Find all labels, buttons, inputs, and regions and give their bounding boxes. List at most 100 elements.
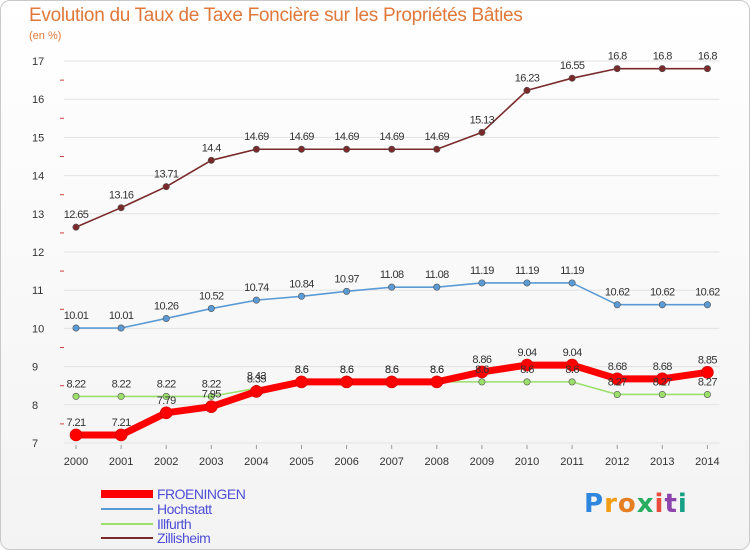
logo-letter: i: [654, 489, 665, 519]
logo-letter: i: [677, 489, 688, 519]
data-point-hochstatt: [433, 283, 441, 291]
data-label-illfurth: 8.43: [247, 370, 266, 382]
data-label-illfurth: 8.6: [520, 364, 534, 376]
data-label-froeningen: 8.6: [385, 364, 399, 376]
data-label-froeningen: 7.79: [157, 395, 176, 407]
data-point-illfurth: [658, 390, 666, 398]
data-label-zillisheim: 16.8: [608, 51, 627, 63]
data-point-zillisheim: [297, 145, 305, 153]
legend-item-froeningen: FROENINGEN: [101, 486, 246, 502]
data-point-hochstatt: [478, 279, 486, 287]
data-point-hochstatt: [568, 279, 576, 287]
x-tick-label: 2002: [154, 456, 178, 468]
data-point-froeningen: [340, 375, 353, 389]
data-point-zillisheim: [72, 223, 80, 231]
data-label-illfurth: 8.22: [66, 378, 85, 390]
data-point-froeningen: [114, 428, 128, 442]
y-tick-label: 7: [32, 438, 38, 450]
data-point-froeningen: [610, 372, 624, 386]
data-label-illfurth: 8.6: [475, 364, 489, 376]
data-label-illfurth: 8.27: [698, 376, 717, 388]
data-label-zillisheim: 14.69: [289, 131, 314, 143]
data-point-illfurth: [162, 392, 170, 400]
data-label-illfurth: 8.22: [157, 378, 176, 390]
data-point-zillisheim: [478, 128, 486, 136]
data-label-froeningen: 8.6: [295, 364, 309, 376]
x-tick-label: 2014: [695, 456, 719, 468]
data-point-froeningen: [475, 365, 489, 379]
legend-swatch-froeningen: [101, 490, 153, 498]
legend-label-illfurth: Illfurth: [157, 516, 192, 532]
data-label-froeningen: 8.6: [430, 364, 444, 376]
x-tick-label: 2013: [650, 456, 674, 468]
data-point-froeningen: [205, 400, 218, 414]
data-label-froeningen: 8.68: [653, 361, 672, 373]
data-point-illfurth: [207, 392, 215, 400]
data-label-froeningen: 7.21: [112, 417, 131, 429]
data-label-hochstatt: 10.62: [650, 287, 675, 299]
logo-letter: o: [617, 489, 637, 519]
data-point-hochstatt: [703, 301, 711, 309]
data-label-hochstatt: 11.19: [470, 265, 494, 277]
data-label-zillisheim: 12.65: [64, 209, 89, 221]
legend-item-zillisheim: Zillisheim: [101, 530, 211, 546]
data-label-hochstatt: 10.01: [109, 310, 134, 322]
data-point-zillisheim: [568, 74, 576, 82]
data-label-zillisheim: 13.16: [109, 190, 134, 202]
data-point-hochstatt: [343, 287, 351, 295]
data-label-illfurth: 8.27: [608, 376, 627, 388]
legend-item-hochstatt: Hochstatt: [101, 501, 212, 517]
legend-label-froeningen: FROENINGEN: [157, 486, 246, 502]
data-point-froeningen: [295, 375, 308, 389]
y-tick-label: 13: [32, 209, 44, 221]
y-tick-label: 15: [32, 132, 44, 144]
logo-letter: P: [584, 489, 605, 519]
x-tick-label: 2001: [109, 456, 133, 468]
data-label-hochstatt: 11.08: [425, 269, 449, 281]
x-tick-label: 2011: [560, 456, 584, 468]
legend-swatch-illfurth: [101, 523, 153, 525]
data-label-froeningen: 8.68: [608, 361, 627, 373]
y-tick-label: 17: [32, 56, 44, 68]
data-label-froeningen: 8.85: [698, 354, 717, 366]
data-point-hochstatt: [252, 296, 260, 304]
data-label-froeningen: 9.04: [563, 347, 582, 359]
y-tick-label: 10: [32, 323, 44, 335]
data-point-zillisheim: [433, 145, 441, 153]
data-label-hochstatt: 10.52: [199, 291, 224, 303]
y-tick-label: 16: [32, 94, 44, 106]
data-point-zillisheim: [388, 145, 396, 153]
data-point-hochstatt: [297, 292, 305, 300]
data-label-illfurth: 8.22: [112, 378, 131, 390]
logo-letter: x: [636, 489, 655, 519]
data-point-hochstatt: [523, 279, 531, 287]
data-point-illfurth: [478, 378, 486, 386]
data-label-zillisheim: 16.8: [698, 51, 717, 63]
y-tick-label: 11: [32, 285, 43, 297]
data-point-zillisheim: [117, 204, 125, 212]
data-label-hochstatt: 10.74: [244, 282, 269, 294]
y-tick-label: 9: [32, 362, 38, 374]
data-label-froeningen: 7.95: [202, 389, 221, 401]
chart-subtitle: (en %): [29, 30, 62, 42]
data-point-hochstatt: [207, 305, 215, 313]
data-point-illfurth: [523, 378, 531, 386]
data-label-zillisheim: 16.23: [515, 72, 540, 84]
y-tick-label: 12: [32, 247, 44, 259]
data-point-illfurth: [703, 390, 711, 398]
data-point-froeningen: [69, 428, 83, 442]
x-tick-label: 2000: [64, 456, 88, 468]
legend-label-zillisheim: Zillisheim: [157, 530, 211, 546]
data-point-hochstatt: [117, 324, 125, 332]
data-label-hochstatt: 10.01: [64, 310, 89, 322]
data-label-zillisheim: 16.8: [653, 51, 672, 63]
data-label-illfurth: 8.22: [202, 378, 221, 390]
data-label-froeningen: 9.04: [517, 347, 536, 359]
data-point-hochstatt: [613, 301, 621, 309]
data-point-illfurth: [568, 378, 576, 386]
data-label-froeningen: 8.6: [340, 364, 354, 376]
logo-letter: r: [604, 489, 618, 519]
data-point-froeningen: [520, 358, 534, 372]
data-point-illfurth: [613, 390, 621, 398]
